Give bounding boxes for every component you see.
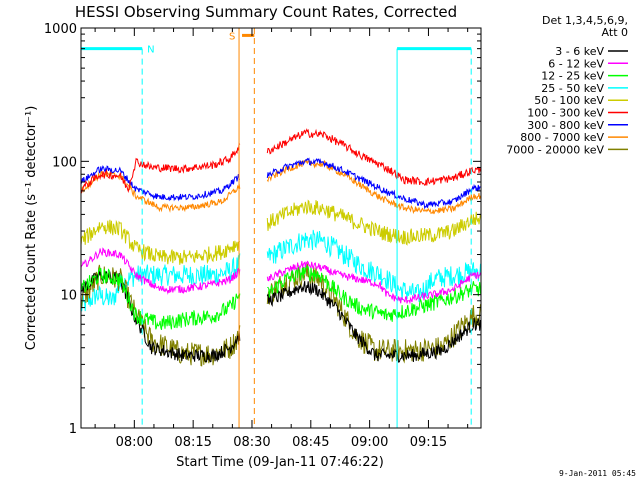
legend-label: 6 - 12 keV xyxy=(548,57,604,70)
legend-label: 12 - 25 keV xyxy=(541,70,604,83)
legend-label: 100 - 300 keV xyxy=(527,107,604,120)
series-line-25-50kev-seg2 xyxy=(266,229,481,302)
series-line-300-800kev-seg1 xyxy=(81,165,241,202)
series-line-100-300kev-seg1 xyxy=(81,142,241,194)
axes-layer: 1 10 100 1000 08:00 08:15 08:30 08:45 09:00 09:15 xyxy=(44,22,482,450)
legend-header-line2: Att 0 xyxy=(602,26,628,39)
legend-label: 800 - 7000 keV xyxy=(520,131,604,144)
series-line-100-300kev-seg2 xyxy=(266,128,481,186)
x-tick-label: 08:30 xyxy=(233,435,270,450)
legend-label: 300 - 800 keV xyxy=(527,119,604,132)
series-line-3-6kev-seg2 xyxy=(266,281,481,363)
x-tick-label: 08:15 xyxy=(174,435,211,450)
marker-layer: NS xyxy=(80,28,472,428)
chart-title: HESSI Observing Summary Count Rates, Cor… xyxy=(75,3,457,21)
y-tick-label: 100 xyxy=(52,155,77,170)
legend-label: 25 - 50 keV xyxy=(541,82,604,95)
x-axis-label: Start Time (09-Jan-11 07:46:22) xyxy=(176,455,384,470)
series-line-6-12kev-seg2 xyxy=(266,260,481,305)
y-tick-label: 10 xyxy=(60,289,77,304)
series-line-50-100kev-seg1 xyxy=(81,219,241,265)
legend-header-line1: Det 1,3,4,5,6,9, xyxy=(542,14,628,27)
y-axis-label: Corrected Count Rate (s⁻¹ detector⁻¹) xyxy=(24,106,39,351)
legend-label: 7000 - 20000 keV xyxy=(506,143,604,156)
y-tick-label: 1000 xyxy=(44,22,77,37)
y-tick-label: 1 xyxy=(69,422,77,437)
plot-frame xyxy=(80,27,482,429)
x-tick-label: 09:15 xyxy=(410,435,447,450)
x-tick-label: 08:00 xyxy=(116,435,153,450)
series-line-6-12kev-seg1 xyxy=(81,247,241,295)
series-line-25-50kev-seg1 xyxy=(81,253,241,312)
footer-date: 9-Jan-2011 05:45 xyxy=(559,469,636,478)
series-line-12-25kev-seg1 xyxy=(81,266,241,331)
series-line-300-800kev-seg2 xyxy=(266,157,481,210)
legend-label: 50 - 100 keV xyxy=(534,94,604,107)
series-line-50-100kev-seg2 xyxy=(266,199,481,246)
x-tick-label: 08:45 xyxy=(292,435,329,450)
night-marker-label: N xyxy=(147,45,154,56)
legend-label: 3 - 6 keV xyxy=(555,45,604,58)
series-line-800-7000kev-seg1 xyxy=(81,169,241,213)
x-tick-label: 09:00 xyxy=(351,435,388,450)
saa-marker-label: S xyxy=(229,31,235,42)
series-line-12-25kev-seg2 xyxy=(267,263,481,322)
series-layer xyxy=(81,128,481,367)
